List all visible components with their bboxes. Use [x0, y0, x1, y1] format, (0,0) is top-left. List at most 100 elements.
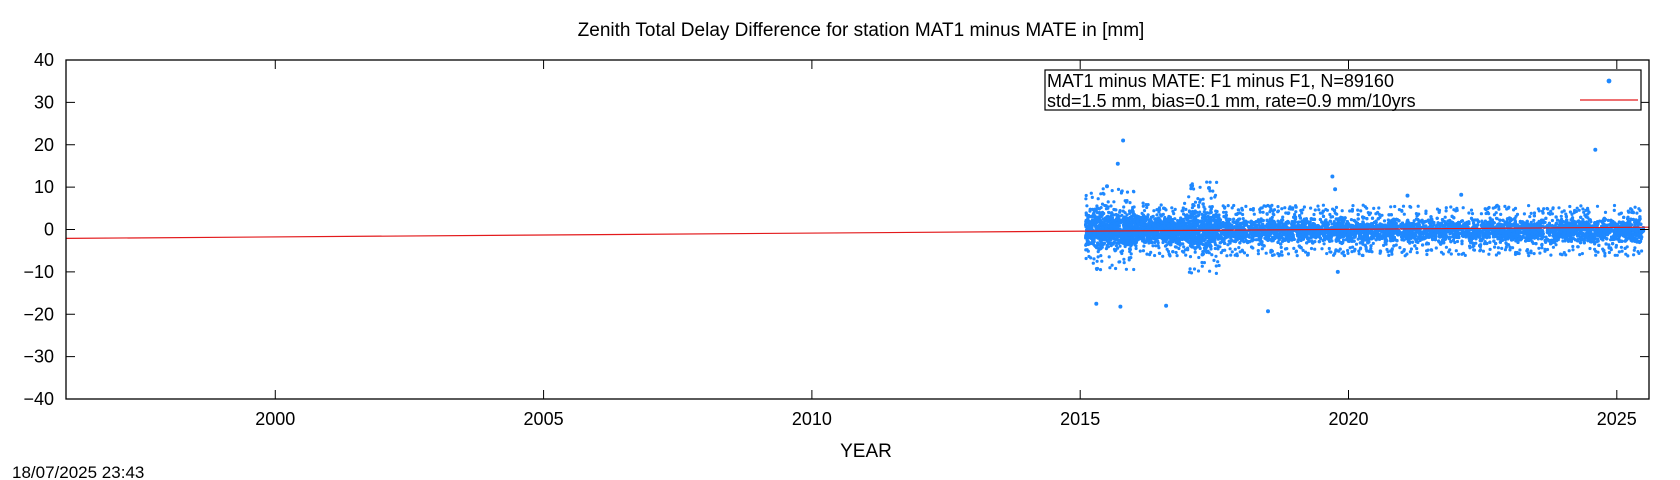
data-point — [1129, 252, 1133, 256]
data-point — [1209, 223, 1213, 227]
data-point — [1187, 241, 1192, 245]
data-point — [1201, 220, 1205, 224]
data-point — [1105, 215, 1109, 219]
data-point — [1232, 217, 1236, 221]
data-point — [1084, 197, 1088, 201]
data-point — [1160, 220, 1164, 224]
data-point — [1170, 237, 1174, 241]
data-point — [1134, 246, 1138, 251]
data-point — [1192, 187, 1196, 191]
data-point — [1185, 216, 1190, 220]
data-point — [1201, 197, 1205, 201]
data-point — [1205, 180, 1209, 184]
data-point — [1103, 203, 1107, 208]
data-point — [1085, 231, 1089, 235]
data-point — [1532, 218, 1536, 222]
data-point — [1157, 216, 1161, 220]
data-point — [1124, 233, 1128, 237]
data-point — [1214, 223, 1218, 227]
data-point — [1146, 203, 1150, 207]
data-point — [1132, 190, 1136, 194]
data-point — [1153, 253, 1157, 258]
data-point — [1193, 250, 1197, 254]
data-point — [1141, 215, 1146, 219]
data-point — [1117, 241, 1121, 245]
data-point — [1196, 197, 1200, 201]
data-point — [1142, 226, 1146, 230]
data-point — [1190, 184, 1195, 188]
data-point — [1158, 251, 1162, 256]
data-point — [1105, 219, 1109, 223]
data-point — [1096, 241, 1100, 245]
data-point — [1214, 271, 1218, 275]
data-point — [1180, 209, 1184, 213]
data-point — [1154, 244, 1158, 248]
data-point — [1096, 255, 1100, 259]
data-point — [1084, 193, 1088, 198]
data-point — [1159, 213, 1163, 217]
data-point — [1160, 224, 1164, 228]
data-point — [1129, 242, 1133, 246]
data-point — [1105, 232, 1109, 236]
data-point — [1322, 242, 1326, 246]
data-point — [1208, 269, 1212, 273]
data-point — [1164, 208, 1168, 212]
data-point — [1181, 225, 1185, 229]
data-point — [1191, 213, 1195, 217]
data-point — [1092, 257, 1096, 261]
data-point — [1226, 243, 1230, 247]
data-point — [1156, 235, 1160, 239]
data-point — [1237, 217, 1241, 221]
data-point — [1100, 259, 1104, 263]
data-point — [1371, 241, 1375, 245]
data-point — [1198, 210, 1202, 214]
data-point — [1101, 187, 1105, 191]
data-point — [1155, 213, 1159, 217]
chart-title: Zenith Total Delay Difference for statio… — [578, 20, 1145, 41]
data-point — [1104, 226, 1108, 230]
data-point — [1180, 230, 1184, 234]
data-point — [1211, 189, 1215, 193]
data-point — [1106, 206, 1110, 210]
data-point — [1182, 245, 1186, 249]
data-point — [1114, 212, 1118, 217]
data-point — [1090, 234, 1094, 239]
data-point — [1151, 234, 1155, 238]
data-point — [1096, 206, 1100, 210]
data-point — [1495, 217, 1499, 221]
data-point — [1208, 243, 1212, 247]
data-point — [1118, 244, 1122, 248]
data-point — [1149, 215, 1153, 219]
data-point — [1139, 222, 1143, 227]
data-point — [1114, 266, 1118, 271]
data-point — [1161, 212, 1165, 216]
data-point — [1146, 213, 1150, 217]
data-point — [1199, 233, 1203, 237]
data-point — [1147, 218, 1151, 222]
data-point — [1189, 187, 1193, 191]
data-point — [1559, 214, 1563, 218]
data-point — [1192, 239, 1196, 243]
data-point — [1206, 239, 1210, 244]
data-point — [1106, 200, 1110, 204]
data-point — [1115, 235, 1120, 239]
data-point — [1173, 207, 1177, 211]
data-point — [1092, 214, 1096, 218]
data-point — [1215, 231, 1219, 235]
data-point — [1084, 233, 1088, 238]
data-point — [1202, 217, 1206, 221]
data-point — [1213, 195, 1217, 199]
data-point — [1281, 215, 1285, 219]
data-point — [1100, 210, 1105, 214]
data-point — [1189, 244, 1193, 248]
data-point — [1107, 211, 1111, 215]
data-point — [1093, 244, 1097, 248]
data-point — [1099, 247, 1103, 251]
data-point — [1157, 246, 1161, 250]
data-point — [1184, 253, 1188, 257]
data-point — [1180, 249, 1185, 253]
data-point — [1132, 205, 1136, 209]
data-point — [1110, 219, 1115, 223]
data-point — [1171, 250, 1175, 254]
data-point — [1188, 255, 1193, 259]
